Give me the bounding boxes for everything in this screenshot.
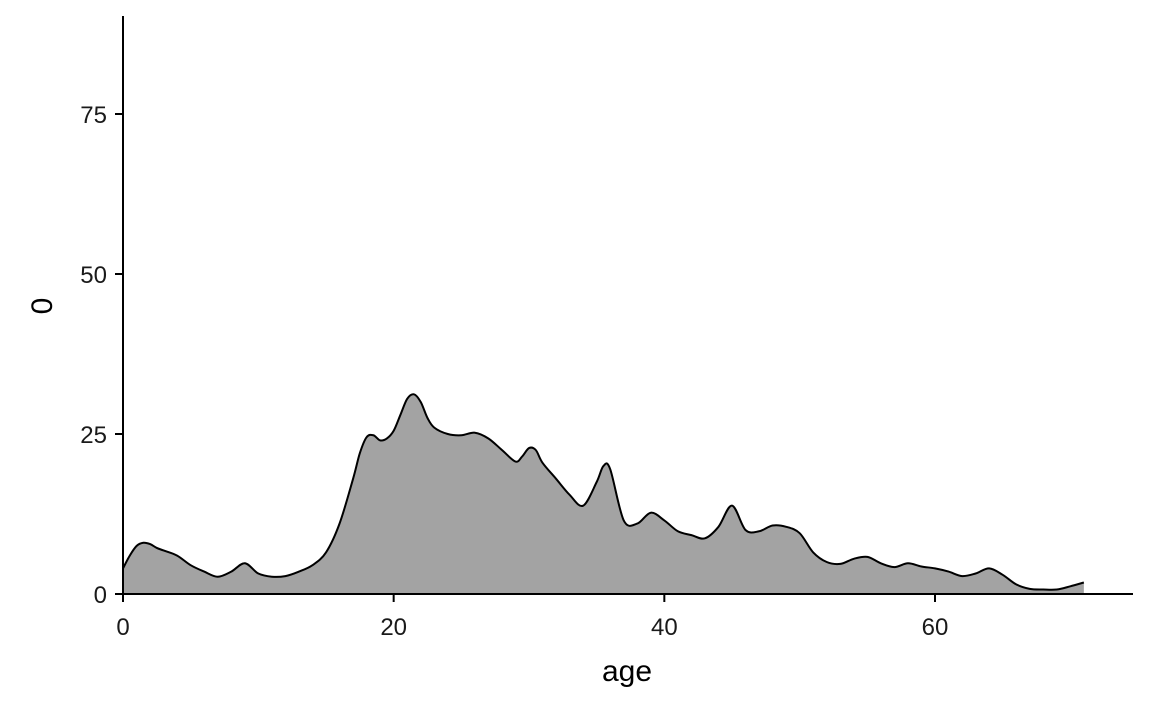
x-tick-label: 20: [380, 614, 407, 641]
y-tick-label: 0: [94, 582, 107, 609]
x-tick-label: 0: [116, 614, 129, 641]
y-tick-label: 50: [80, 262, 107, 289]
x-axis-title: age: [602, 655, 652, 688]
y-tick-label: 75: [80, 102, 107, 129]
x-tick-label: 40: [651, 614, 678, 641]
plot-area: [122, 393, 1085, 594]
y-axis-title: 0: [26, 298, 59, 315]
y-axis-ticks: 0 25 50 75: [80, 102, 123, 609]
x-axis-ticks: 0 20 40 60: [116, 594, 948, 641]
density-line: [122, 393, 1085, 591]
y-tick-label: 25: [80, 422, 107, 449]
x-tick-label: 60: [922, 614, 949, 641]
density-area: [123, 394, 1084, 594]
